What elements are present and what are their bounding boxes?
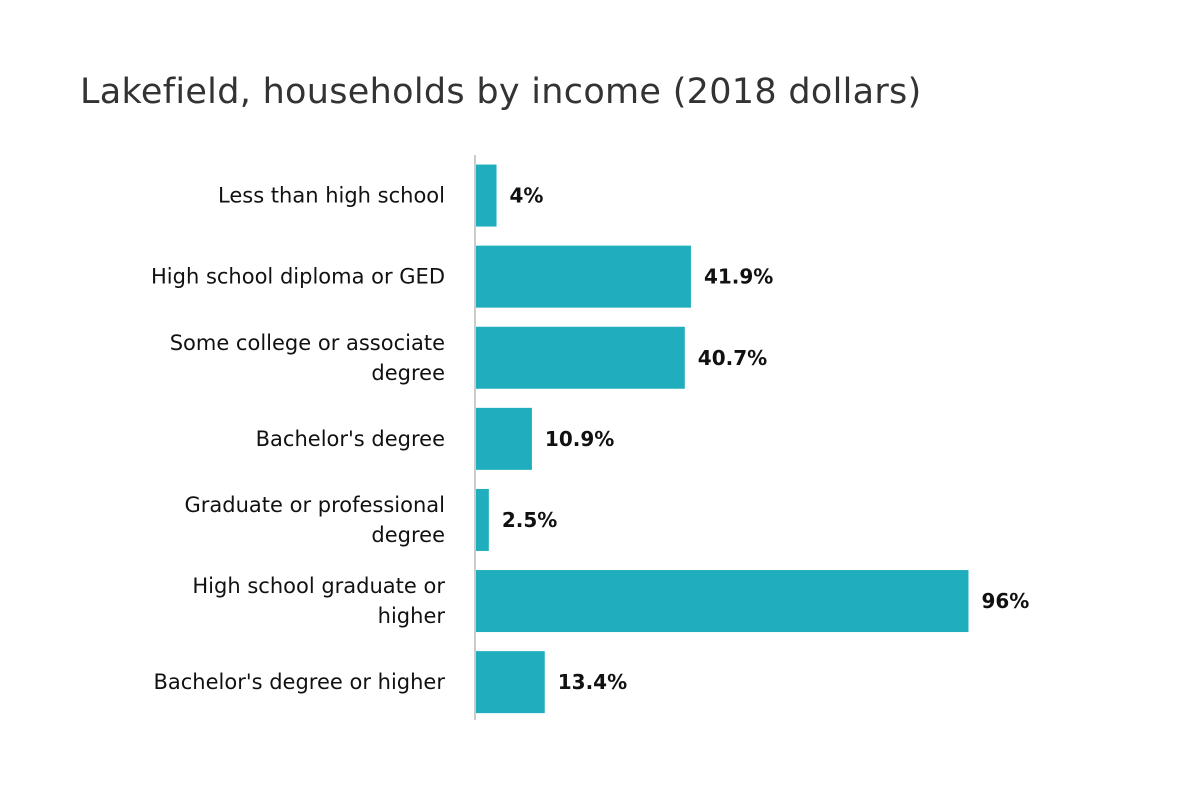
chart-title: Lakefield, households by income (2018 do… <box>80 72 922 112</box>
bar <box>476 651 545 714</box>
category-label: Less than high school <box>218 184 445 208</box>
bar <box>476 488 489 551</box>
bar <box>476 407 532 470</box>
value-label: 96% <box>981 589 1029 613</box>
value-label: 2.5% <box>502 508 557 532</box>
value-label: 40.7% <box>698 346 767 370</box>
bar <box>476 570 969 633</box>
category-label: Bachelor's degree <box>256 427 445 451</box>
bar <box>476 326 685 389</box>
bar <box>476 245 691 308</box>
category-label: High school diploma or GED <box>151 265 445 289</box>
category-label: Some college or associate degree <box>170 331 445 385</box>
value-label: 4% <box>510 184 544 208</box>
value-label: 10.9% <box>545 427 614 451</box>
category-label: Graduate or professional degree <box>184 493 445 547</box>
value-label: 41.9% <box>704 265 773 289</box>
bar <box>476 164 497 227</box>
category-label: Bachelor's degree or higher <box>153 670 445 694</box>
value-label: 13.4% <box>558 670 627 694</box>
category-label: High school graduate or higher <box>192 574 445 628</box>
